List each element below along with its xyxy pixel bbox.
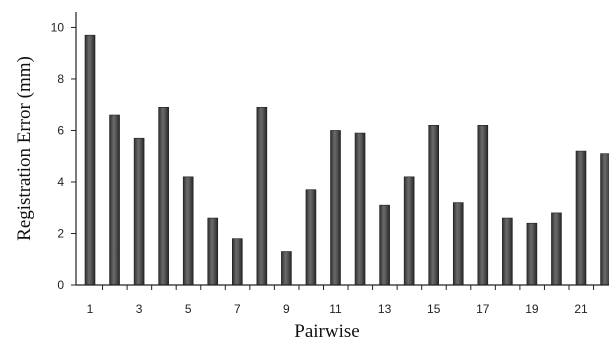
bar-4 (158, 106, 169, 286)
x-tick-label: 7 (234, 302, 241, 316)
x-tick-label: 17 (476, 302, 490, 316)
y-ticks: 0 2 4 6 8 10 (51, 20, 76, 292)
bar-22 (600, 153, 609, 286)
bar-5 (182, 176, 194, 286)
bar-12 (354, 132, 366, 286)
bar-14 (403, 176, 415, 286)
x-tick-label: 21 (574, 302, 588, 316)
bar-10 (305, 189, 317, 286)
bar-20 (551, 212, 562, 286)
x-tick-label: 9 (283, 302, 290, 316)
x-tick-label: 15 (427, 302, 441, 316)
bar-9 (281, 251, 292, 286)
bars (84, 34, 609, 286)
bar-13 (379, 204, 390, 286)
x-tick-label: 1 (87, 302, 94, 316)
bar-7 (232, 238, 243, 286)
bar-8 (256, 106, 268, 286)
x-tick-label: 19 (525, 302, 539, 316)
bar-19 (526, 222, 538, 286)
y-tick-label: 6 (57, 123, 64, 137)
y-tick-label: 4 (57, 175, 64, 189)
bar-18 (502, 217, 513, 286)
bar-11 (330, 130, 341, 286)
y-axis-title: Registration Error (mm) (14, 56, 35, 241)
y-tick-label: 2 (57, 226, 64, 240)
bar-15 (428, 125, 440, 286)
x-tick-label: 5 (185, 302, 192, 316)
bar-21 (575, 150, 587, 286)
bar-17 (477, 125, 489, 286)
y-tick-label: 8 (57, 72, 64, 86)
x-axis-title: Pairwise (294, 321, 359, 340)
x-tick-label: 11 (329, 302, 342, 316)
bar-2 (109, 114, 120, 286)
bar-3 (133, 137, 145, 286)
x-ticks: 1 3 5 7 9 11 13 15 17 19 21 (87, 285, 595, 316)
y-tick-label: 10 (51, 20, 65, 34)
bar-6 (207, 217, 219, 286)
bar-16 (452, 202, 464, 286)
x-tick-label: 3 (136, 302, 143, 316)
y-tick-label: 0 (57, 278, 64, 292)
bar-1 (84, 34, 96, 286)
x-tick-label: 13 (378, 302, 392, 316)
